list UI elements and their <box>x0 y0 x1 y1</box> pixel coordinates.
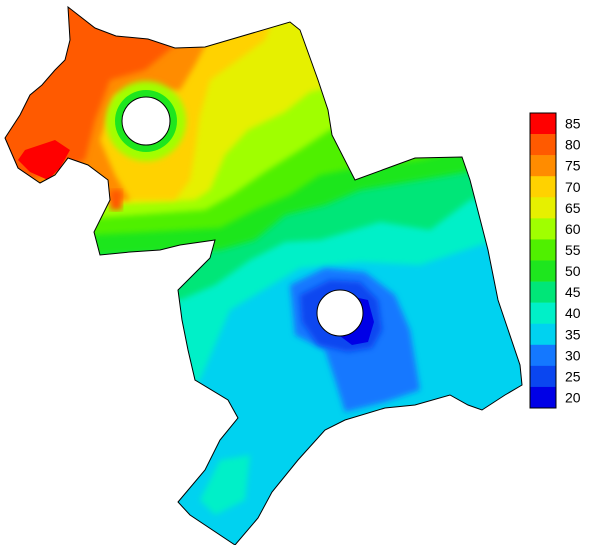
colorbar-swatch-60 <box>530 218 556 240</box>
band-80-spot <box>110 190 122 210</box>
colorbar-tick-label-65: 65 <box>565 200 581 216</box>
colorbar-tick-label-20: 20 <box>565 389 581 405</box>
colorbar-tick-label-25: 25 <box>565 368 581 384</box>
colorbar-tick-label-60: 60 <box>565 221 581 237</box>
colorbar-tick-label-55: 55 <box>565 242 581 258</box>
colorbar-tick-label-70: 70 <box>565 179 581 195</box>
colorbar-swatch-55 <box>530 239 556 261</box>
colorbar-legend: 85 80 75 70 65 60 55 50 45 40 35 30 25 20 <box>529 112 581 409</box>
colorbar-tick-label-40: 40 <box>565 305 581 321</box>
colorbar-swatch-85 <box>530 113 556 135</box>
colorbar-tick-label-45: 45 <box>565 284 581 300</box>
colorbar-swatch-75 <box>530 155 556 177</box>
hole-southeast <box>316 289 364 337</box>
colorbar-tick-label-80: 80 <box>565 137 581 153</box>
colorbar-swatch-45 <box>530 281 556 303</box>
colorbar-tick-label-30: 30 <box>565 347 581 363</box>
colorbar-swatch-35 <box>530 323 556 346</box>
colorbar-tick-label-35: 35 <box>565 326 581 342</box>
colorbar-swatch-40 <box>530 302 556 325</box>
colorbar-tick-label-75: 75 <box>565 158 581 174</box>
colorbar-swatch-30 <box>530 344 556 367</box>
colorbar-frame <box>529 112 557 409</box>
hole-northwest <box>121 96 171 146</box>
colorbar-swatch-25 <box>530 365 556 388</box>
band-40-patch <box>200 455 250 515</box>
domain-outline <box>4 5 523 545</box>
colorbar-swatch-70 <box>530 176 556 198</box>
colorbar-tick-label-85: 85 <box>565 116 581 132</box>
colorbar-swatch-50 <box>530 260 556 282</box>
band-85 <box>18 140 70 180</box>
colorbar-swatch-20 <box>530 386 556 409</box>
colorbar-swatch-80 <box>530 134 556 156</box>
colorbar-tick-label-50: 50 <box>565 263 581 279</box>
colorbar-swatch-65 <box>530 197 556 219</box>
